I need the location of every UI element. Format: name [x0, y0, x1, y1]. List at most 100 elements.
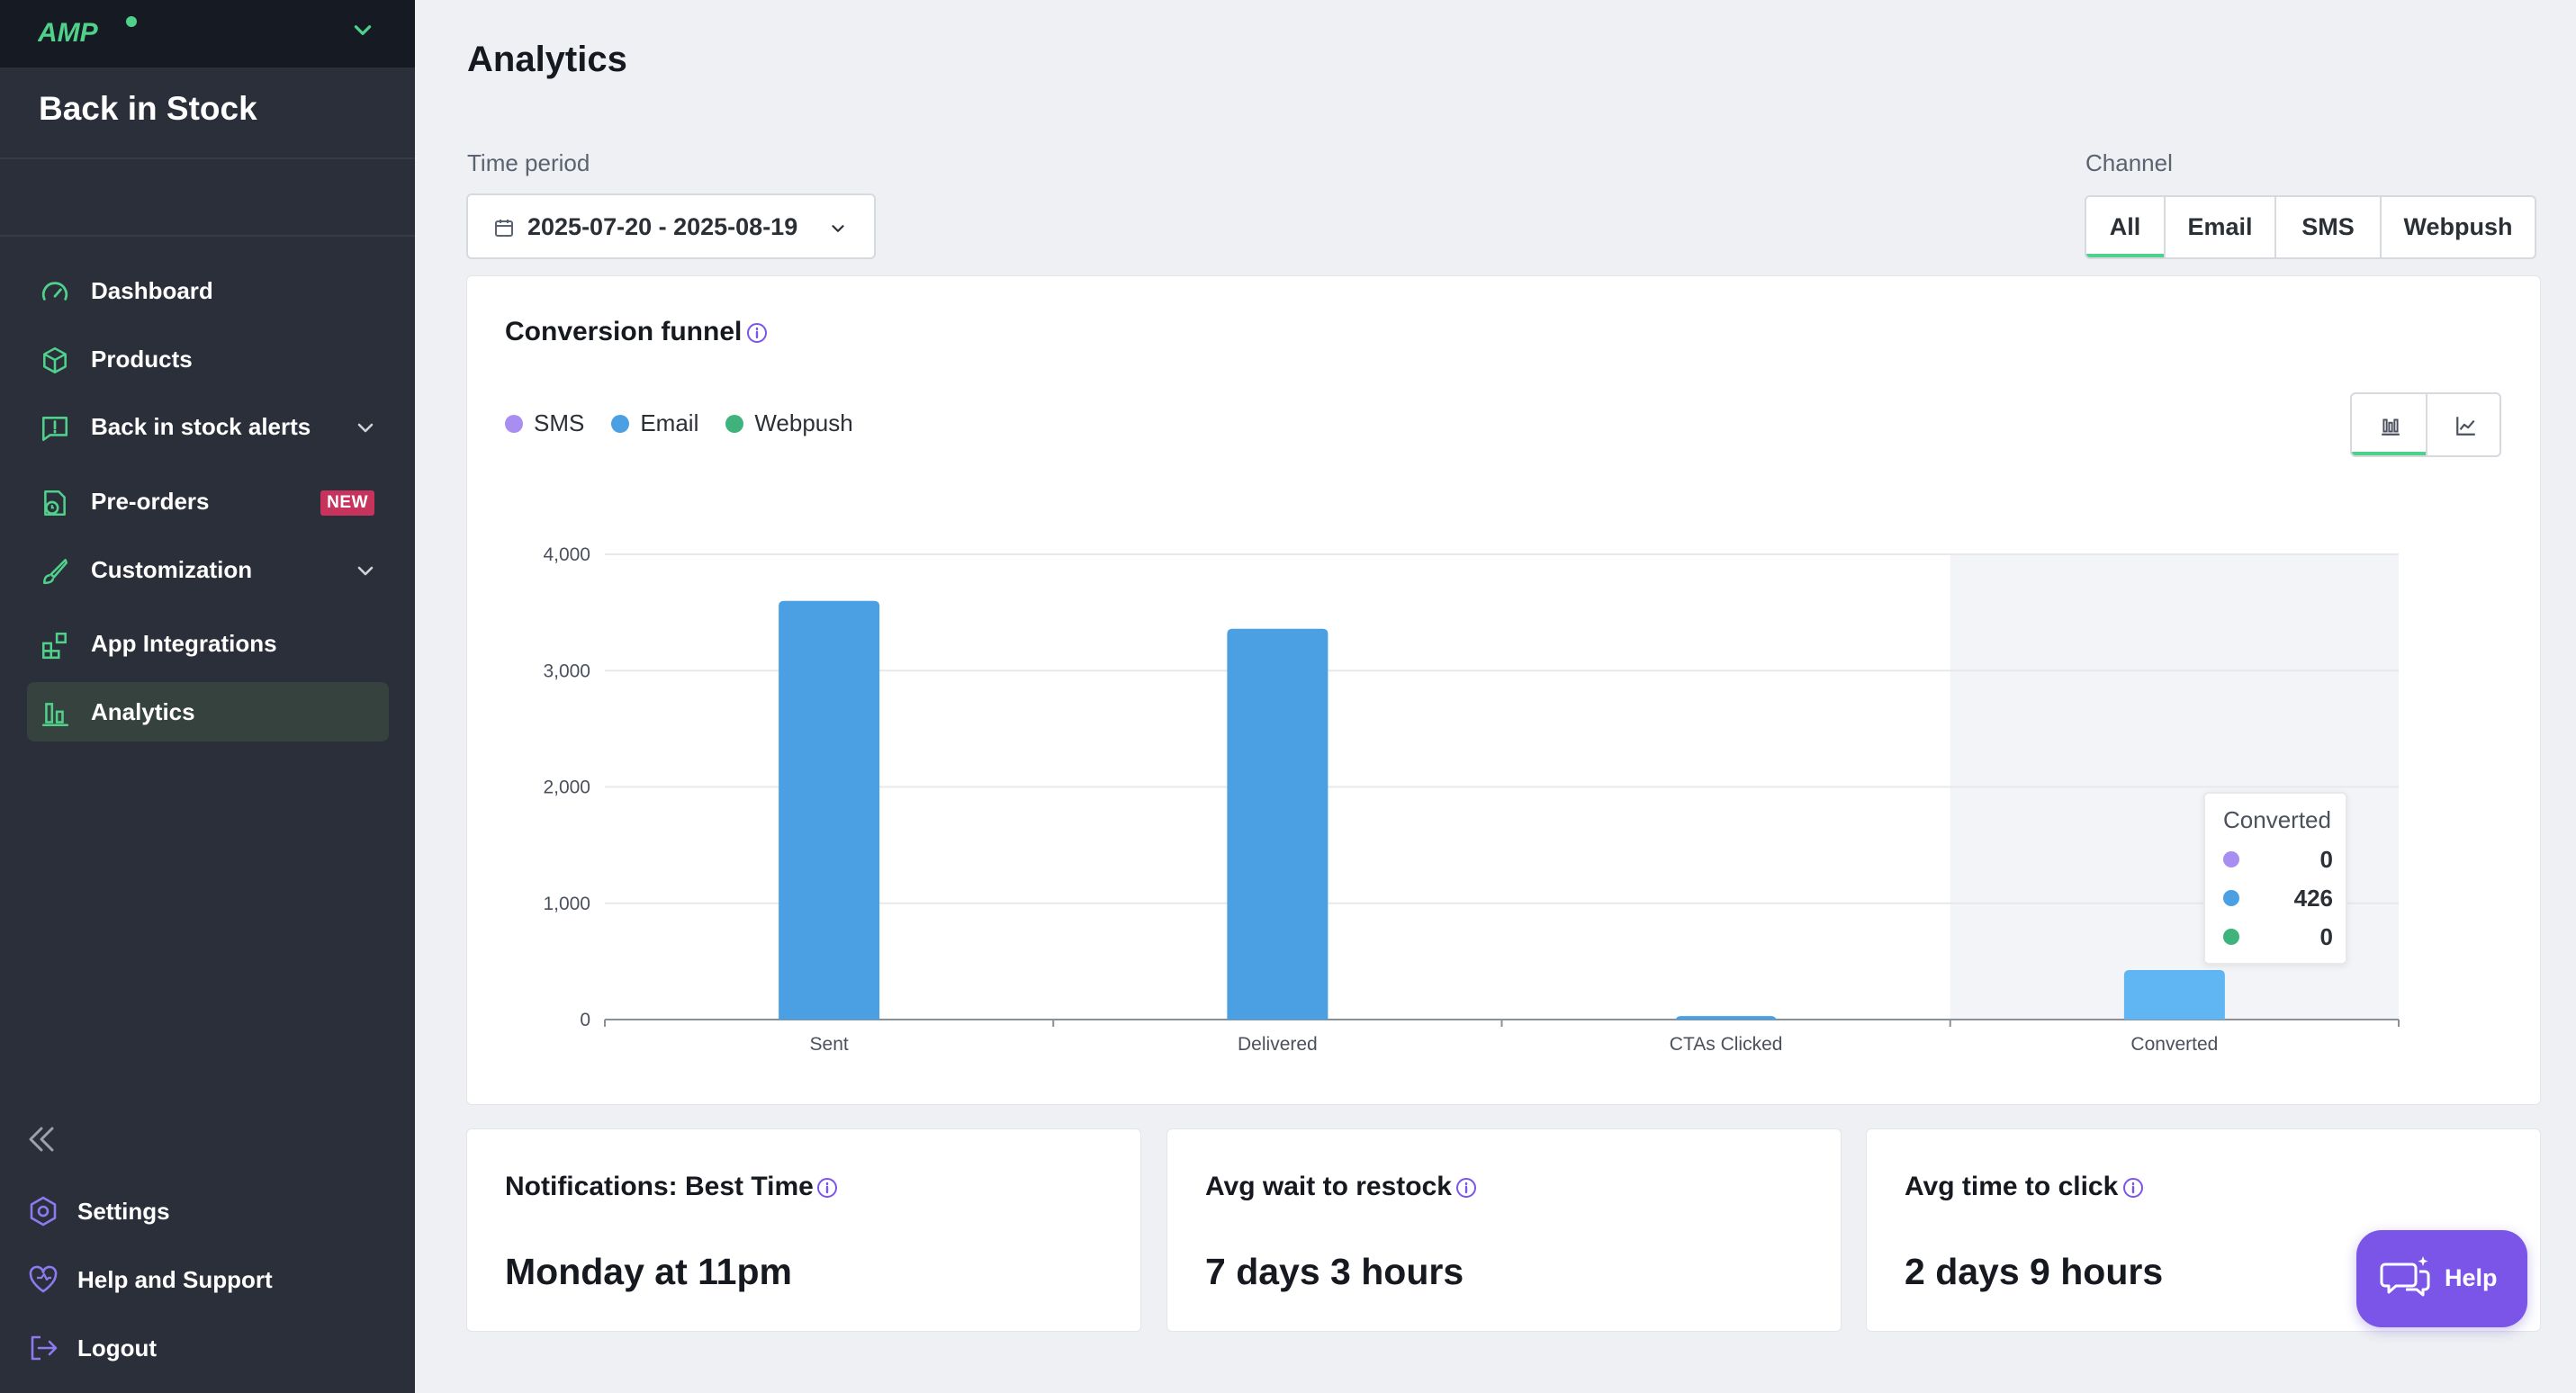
help-button[interactable]: Help: [2356, 1230, 2527, 1327]
help-label: Help: [2445, 1264, 2498, 1291]
legend-label: Email: [640, 409, 699, 436]
y-tick-label: 0: [580, 1010, 590, 1030]
calendar-icon: [495, 220, 513, 237]
conversion-funnel-chart: 0 1,000 2,000 3,000 4,000 Sent Delivered CTAs C…: [543, 544, 2400, 1055]
legend-item-email[interactable]: Email: [611, 409, 698, 437]
x-tick-label: CTAs Clicked: [1670, 1034, 1783, 1055]
tooltip-row: 426: [2223, 885, 2333, 912]
tooltip-row: 0: [2223, 846, 2333, 873]
sidebar-item-label: Analytics: [91, 697, 195, 725]
stat-value: 2 days 9 hours: [1905, 1251, 2164, 1292]
info-icon[interactable]: [2122, 1177, 2144, 1199]
tooltip-title: Converted: [2223, 806, 2331, 833]
bar-email-delivered: [1227, 628, 1329, 1020]
legend-dot: [725, 414, 744, 433]
chevron-down-icon[interactable]: [355, 417, 376, 438]
bar-chart-icon: [41, 703, 69, 727]
channel-selector: All Email SMS Webpush: [2085, 195, 2536, 259]
alert-message-icon: [41, 417, 68, 442]
channel-webpush-button[interactable]: Webpush: [2403, 213, 2513, 240]
line-chart-view-button[interactable]: [2426, 394, 2499, 455]
x-tick-label: Delivered: [1238, 1034, 1318, 1055]
time-period-label: Time period: [467, 149, 590, 176]
date-range-value: 2025-07-20 - 2025-08-19: [527, 213, 798, 240]
amp-logo: AMP: [38, 16, 137, 48]
sidebar-item-label: Back in stock alerts: [91, 412, 311, 440]
chart-type-toggle: [2350, 392, 2501, 457]
bar-chart-view-button[interactable]: [2352, 394, 2426, 455]
tooltip-dot-email: [2223, 890, 2239, 906]
chat-bubbles-icon: [2380, 1256, 2430, 1297]
new-badge: NEW: [320, 490, 374, 516]
collapse-sidebar-icon[interactable]: [23, 1121, 59, 1157]
conversion-funnel-title: Conversion funnel: [505, 317, 743, 346]
stat-title: Avg time to click: [1905, 1172, 2119, 1201]
preorder-icon: [44, 490, 66, 517]
sidebar: AMP Back in Stock Dashboard Products Bac…: [0, 0, 415, 1393]
sidebar-item-label: Pre-orders: [91, 487, 210, 515]
legend-item-webpush[interactable]: Webpush: [725, 409, 853, 437]
box-icon: [43, 346, 67, 374]
sidebar-item-dashboard[interactable]: Dashboard: [27, 261, 389, 320]
tooltip-value: 426: [2293, 885, 2333, 912]
legend-dot: [505, 414, 523, 433]
page-title: Analytics: [467, 40, 627, 79]
bar-email-converted: [2123, 969, 2225, 1020]
sidebar-item-settings[interactable]: Settings: [27, 1186, 396, 1236]
sidebar-item-label: Products: [91, 345, 193, 373]
legend-dot: [611, 414, 630, 433]
sidebar-item-back-in-stock-alerts[interactable]: Back in stock alerts: [27, 397, 389, 456]
info-icon[interactable]: [746, 322, 768, 344]
sidebar-item-pre-orders[interactable]: Pre-orders NEW: [27, 472, 389, 531]
legend-label: Webpush: [754, 409, 853, 436]
info-icon[interactable]: [1455, 1177, 1477, 1199]
date-range-picker[interactable]: 2025-07-20 - 2025-08-19: [466, 193, 876, 259]
y-tick-label: 4,000: [543, 544, 590, 565]
sidebar-item-help-and-support[interactable]: Help and Support: [27, 1254, 396, 1305]
y-tick-label: 2,000: [543, 777, 590, 798]
paint-brush-icon: [43, 558, 68, 585]
x-tick-label: Converted: [2130, 1034, 2218, 1055]
sidebar-item-logout[interactable]: Logout: [27, 1323, 396, 1373]
tooltip-value: 0: [2319, 923, 2333, 950]
stat-value: 7 days 3 hours: [1205, 1251, 1464, 1292]
y-tick-label: 3,000: [543, 661, 590, 681]
sidebar-item-label: App Integrations: [91, 629, 277, 657]
divider: [0, 235, 415, 237]
stat-card-best-time: [466, 1128, 1141, 1332]
heart-help-icon: [29, 1265, 58, 1293]
sidebar-item-label: Help and Support: [77, 1265, 273, 1293]
bar-chart-icon: [2382, 418, 2400, 436]
chevron-down-icon: [832, 225, 844, 232]
x-tick-label: Sent: [810, 1034, 849, 1055]
channel-all-button[interactable]: All: [2086, 197, 2166, 257]
sidebar-item-app-integrations[interactable]: App Integrations: [27, 614, 389, 673]
app-title: Back in Stock: [39, 90, 257, 127]
channel-email-button[interactable]: Email: [2166, 197, 2276, 257]
line-chart-icon: [2456, 417, 2475, 436]
sidebar-item-analytics[interactable]: Analytics: [27, 682, 389, 741]
integrations-icon: [41, 632, 67, 660]
brand-bar[interactable]: AMP: [0, 0, 415, 67]
chart-legend: SMS Email Webpush: [505, 409, 853, 437]
sidebar-item-customization[interactable]: Customization: [27, 540, 389, 599]
tooltip-dot-webpush: [2223, 929, 2239, 945]
logout-icon: [31, 1335, 58, 1361]
bar-email-sent: [779, 600, 880, 1020]
svg-text:AMP: AMP: [38, 18, 99, 48]
channel-sms-button[interactable]: SMS: [2276, 197, 2382, 257]
stat-title: Avg wait to restock: [1205, 1172, 1452, 1201]
sidebar-item-label: Customization: [91, 555, 253, 583]
sidebar-item-label: Settings: [77, 1197, 170, 1225]
chevron-down-icon[interactable]: [355, 560, 376, 581]
gauge-icon: [41, 282, 68, 301]
info-icon[interactable]: [816, 1177, 838, 1199]
channel-label: Channel: [2085, 149, 2173, 176]
chevron-down-icon[interactable]: [351, 18, 374, 41]
legend-item-sms[interactable]: SMS: [505, 409, 584, 437]
sidebar-item-products[interactable]: Products: [27, 329, 389, 389]
sidebar-item-label: Dashboard: [91, 276, 213, 304]
sidebar-item-label: Logout: [77, 1334, 158, 1362]
y-tick-label: 1,000: [543, 894, 590, 914]
stat-card-avg-wait-to-restock: [1166, 1128, 1842, 1332]
